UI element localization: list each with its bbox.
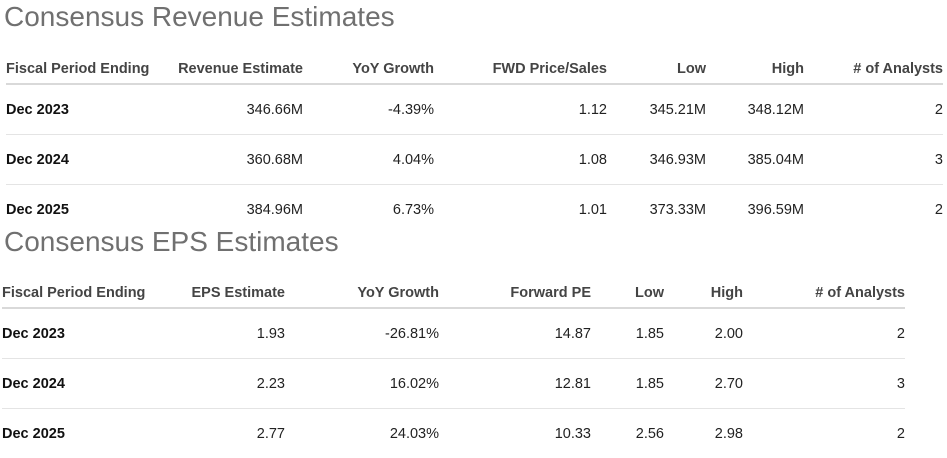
high-cell: 2.98 <box>664 409 743 458</box>
yoy-growth-cell: 16.02% <box>285 359 439 409</box>
low-cell: 373.33M <box>607 185 706 235</box>
high-cell: 396.59M <box>706 185 804 235</box>
fiscal-period-cell: Dec 2025 <box>2 409 162 458</box>
fiscal-period-cell: Dec 2023 <box>6 84 162 135</box>
column-header-fwd-price-sales[interactable]: FWD Price/Sales <box>434 55 607 84</box>
low-cell: 2.56 <box>591 409 664 458</box>
table-row: Dec 2024 360.68M 4.04% 1.08 346.93M 385.… <box>6 135 943 185</box>
column-header-forward-pe[interactable]: Forward PE <box>439 279 591 308</box>
table-row: Dec 2024 2.23 16.02% 12.81 1.85 2.70 3 <box>2 359 905 409</box>
column-header-low[interactable]: Low <box>591 279 664 308</box>
num-analysts-cell: 2 <box>743 409 905 458</box>
num-analysts-cell: 2 <box>804 84 943 135</box>
low-cell: 1.85 <box>591 308 664 359</box>
forward-pe-cell: 10.33 <box>439 409 591 458</box>
yoy-growth-cell: -26.81% <box>285 308 439 359</box>
forward-pe-cell: 12.81 <box>439 359 591 409</box>
fiscal-period-cell: Dec 2024 <box>2 359 162 409</box>
column-header-high[interactable]: High <box>664 279 743 308</box>
num-analysts-cell: 2 <box>804 185 943 235</box>
high-cell: 348.12M <box>706 84 804 135</box>
table-header-row: Fiscal Period Ending Revenue Estimate Yo… <box>6 55 943 84</box>
eps-estimates-table: Fiscal Period Ending EPS Estimate YoY Gr… <box>2 279 905 458</box>
column-header-high[interactable]: High <box>706 55 804 84</box>
fiscal-period-cell: Dec 2023 <box>2 308 162 359</box>
table-row: Dec 2023 1.93 -26.81% 14.87 1.85 2.00 2 <box>2 308 905 359</box>
num-analysts-cell: 3 <box>743 359 905 409</box>
column-header-num-analysts[interactable]: # of Analysts <box>743 279 905 308</box>
low-cell: 345.21M <box>607 84 706 135</box>
column-header-revenue-estimate[interactable]: Revenue Estimate <box>162 55 303 84</box>
column-header-fiscal-period[interactable]: Fiscal Period Ending <box>6 55 162 84</box>
yoy-growth-cell: -4.39% <box>303 84 434 135</box>
column-header-num-analysts[interactable]: # of Analysts <box>804 55 943 84</box>
eps-estimate-cell: 2.23 <box>162 359 285 409</box>
column-header-fiscal-period[interactable]: Fiscal Period Ending <box>2 279 162 308</box>
eps-estimates-title: Consensus EPS Estimates <box>4 226 339 258</box>
revenue-estimates-title: Consensus Revenue Estimates <box>4 1 395 33</box>
revenue-estimate-cell: 360.68M <box>162 135 303 185</box>
forward-pe-cell: 14.87 <box>439 308 591 359</box>
high-cell: 2.70 <box>664 359 743 409</box>
fwd-price-sales-cell: 1.01 <box>434 185 607 235</box>
num-analysts-cell: 3 <box>804 135 943 185</box>
low-cell: 346.93M <box>607 135 706 185</box>
high-cell: 385.04M <box>706 135 804 185</box>
table-row: Dec 2025 2.77 24.03% 10.33 2.56 2.98 2 <box>2 409 905 458</box>
column-header-eps-estimate[interactable]: EPS Estimate <box>162 279 285 308</box>
column-header-yoy-growth[interactable]: YoY Growth <box>285 279 439 308</box>
revenue-estimate-cell: 346.66M <box>162 84 303 135</box>
eps-estimate-cell: 1.93 <box>162 308 285 359</box>
revenue-estimates-table: Fiscal Period Ending Revenue Estimate Yo… <box>6 55 943 234</box>
eps-estimate-cell: 2.77 <box>162 409 285 458</box>
column-header-yoy-growth[interactable]: YoY Growth <box>303 55 434 84</box>
table-header-row: Fiscal Period Ending EPS Estimate YoY Gr… <box>2 279 905 308</box>
yoy-growth-cell: 24.03% <box>285 409 439 458</box>
column-header-low[interactable]: Low <box>607 55 706 84</box>
num-analysts-cell: 2 <box>743 308 905 359</box>
fiscal-period-cell: Dec 2024 <box>6 135 162 185</box>
low-cell: 1.85 <box>591 359 664 409</box>
fwd-price-sales-cell: 1.12 <box>434 84 607 135</box>
table-row: Dec 2023 346.66M -4.39% 1.12 345.21M 348… <box>6 84 943 135</box>
fwd-price-sales-cell: 1.08 <box>434 135 607 185</box>
high-cell: 2.00 <box>664 308 743 359</box>
yoy-growth-cell: 4.04% <box>303 135 434 185</box>
